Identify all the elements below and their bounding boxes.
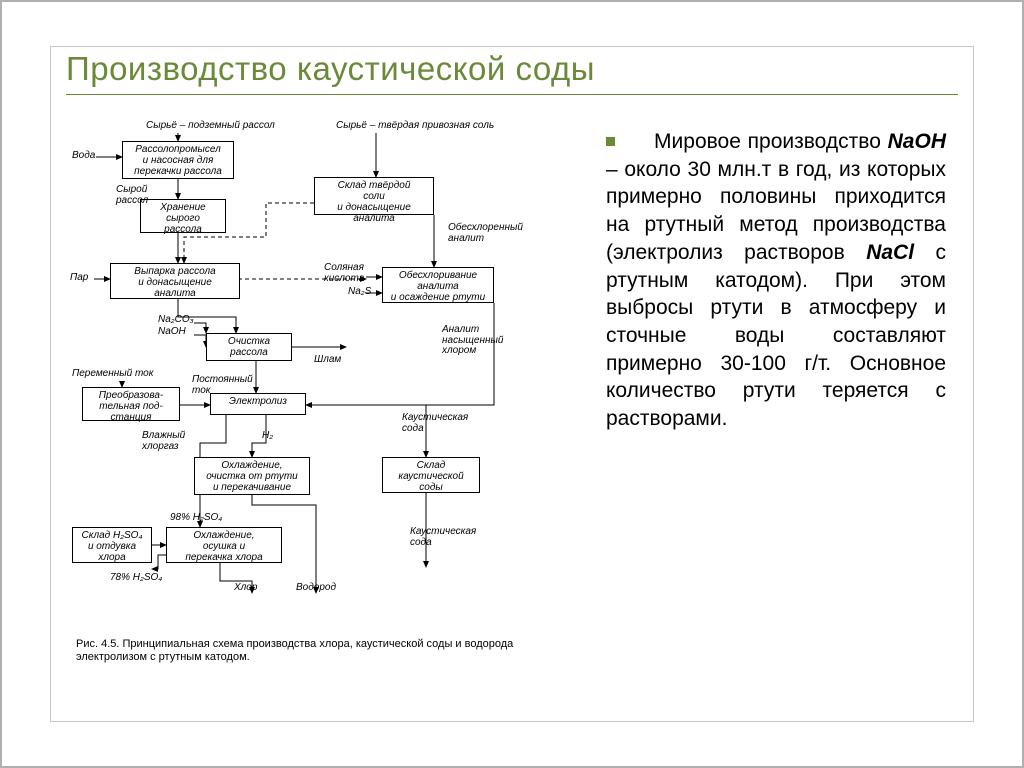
flow-label: Соляная кислота (324, 263, 364, 284)
bullet-icon (606, 137, 615, 146)
slide-frame: Производство каустической соды Рис. 4.5.… (0, 0, 1024, 768)
flow-node: Электролиз (210, 393, 306, 415)
text-run: с ртутным катодом). При этом выбросы рту… (606, 241, 946, 430)
text-run: Мировое производство (654, 130, 888, 153)
flow-label: Водород (296, 583, 336, 594)
flow-label: Пар (70, 273, 88, 284)
flow-label: Вода (72, 151, 95, 162)
flow-node: Склад H₂SO₄ и отдувка хлора (72, 527, 152, 563)
flow-node: Очистка рассола (206, 333, 292, 361)
slide-title: Производство каустической соды (66, 50, 982, 88)
flow-label: H₂ (262, 431, 273, 442)
flow-label: Na₂S (348, 287, 371, 298)
diagram-caption: Рис. 4.5. Принципиальная схема производс… (76, 638, 576, 666)
content-row: Рис. 4.5. Принципиальная схема производс… (42, 107, 982, 667)
flow-node: Склад твёрдой соли и донасыщение аналита (314, 177, 434, 215)
flow-label: Сырой рассол (116, 185, 148, 206)
flow-label: Постоянный ток (192, 375, 253, 396)
flow-node: Рассолопромысел и насосная для перекачки… (122, 141, 234, 179)
flow-label: Переменный ток (72, 369, 153, 380)
flow-label: Каустическая сода (410, 527, 476, 548)
flow-label: Na₂CO₃ (158, 315, 194, 326)
flow-label: Хлор (234, 583, 257, 594)
text-run: NaCl (866, 241, 914, 264)
body-paragraph: Мировое производство NaOH – около 30 млн… (606, 128, 946, 433)
flow-label: Шлам (314, 355, 341, 366)
flow-label: Сырьё – твёрдая привозная соль (336, 121, 494, 132)
flow-label: NaOH (158, 327, 186, 338)
flow-label: Влажный хлоргаз (142, 431, 185, 452)
flow-node: Обесхлоривание аналита и осаждение ртути (382, 267, 494, 303)
flow-label: Каустическая сода (402, 413, 468, 434)
flow-label: 98% H₂SO₄ (170, 513, 222, 524)
flow-node: Охлаждение, очистка от ртути и перекачив… (194, 457, 310, 495)
flow-node: Преобразова- тельная под- станция (82, 387, 180, 421)
flow-label: Обесхлоренный аналит (448, 223, 523, 244)
flow-node: Выпарка рассола и донасыщение аналита (110, 263, 240, 299)
flow-label: 78% H₂SO₄ (110, 573, 162, 584)
text-column: Мировое производство NaOH – около 30 млн… (606, 107, 958, 667)
flow-label: Сырьё – подземный рассол (146, 121, 275, 132)
flow-node: Хранение сырого рассола (140, 199, 226, 233)
flow-node: Охлаждение, осушка и перекачка хлора (166, 527, 282, 563)
flow-node: Склад каустической соды (382, 457, 480, 493)
flow-label: Аналит насыщенный хлором (442, 325, 503, 357)
title-rule (66, 94, 958, 95)
flowchart-diagram: Рис. 4.5. Принципиальная схема производс… (66, 107, 586, 667)
text-run: NaOH (888, 130, 946, 153)
